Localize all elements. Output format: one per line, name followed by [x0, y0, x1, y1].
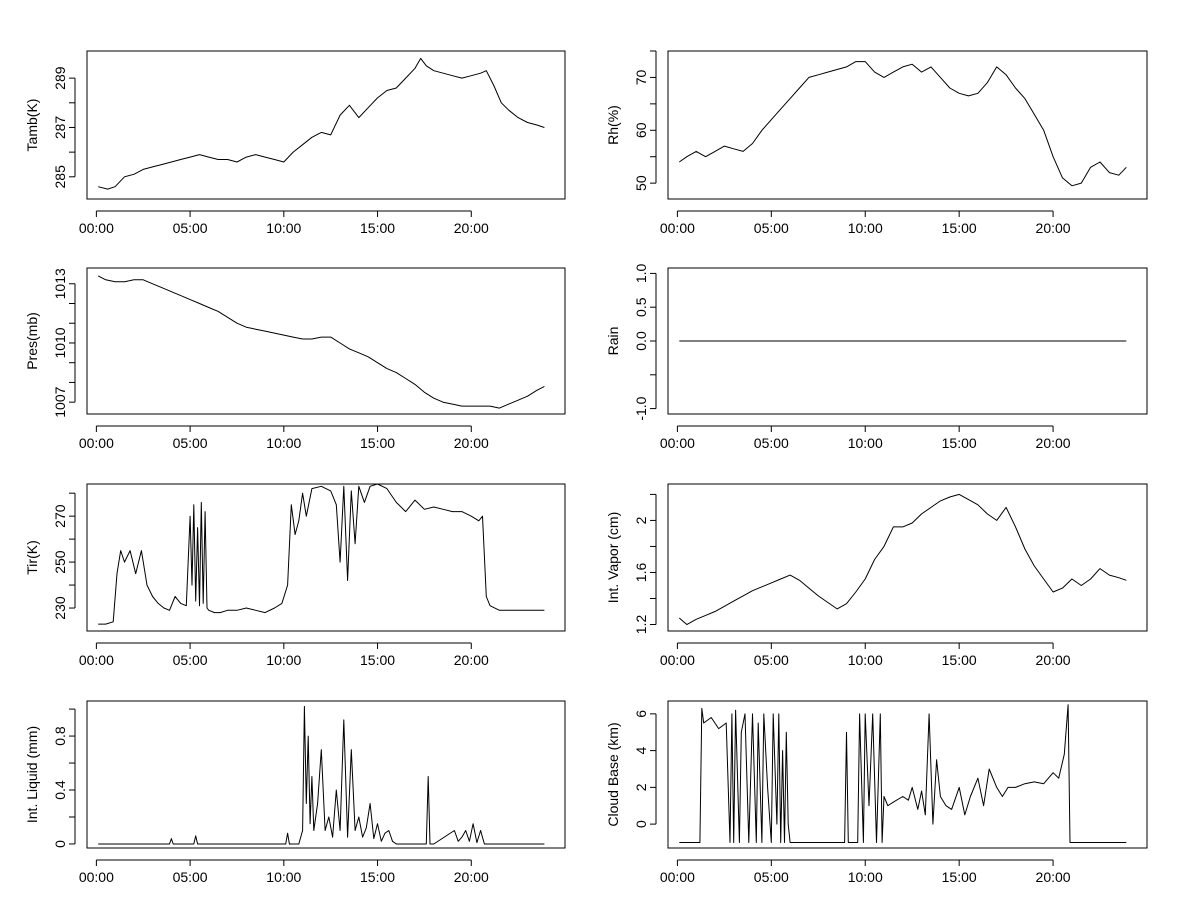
y-tick-label-cloudbase-2: 4 [633, 747, 649, 755]
y-tick-label-tamb-2: 289 [52, 66, 68, 90]
x-tick-label-pres-4: 20:00 [454, 435, 489, 451]
y-tick-label-rain-4: 1.0 [633, 263, 649, 283]
x-tick-label-vapor-4: 20:00 [1036, 652, 1071, 668]
x-tick-label-rain-0: 00:00 [660, 435, 695, 451]
x-tick-label-cloudbase-4: 20:00 [1036, 869, 1071, 885]
plot-frame-rain [667, 267, 1148, 415]
y-axis-label-tir: Tir(K) [24, 540, 40, 574]
series-line-rh [679, 61, 1127, 187]
y-tick-label-tamb-1: 287 [52, 116, 68, 140]
x-tick-label-liquid-3: 15:00 [360, 869, 395, 885]
y-tick-label-vapor-0: 1.2 [633, 615, 649, 635]
x-tick-label-pres-2: 10:00 [266, 435, 301, 451]
x-tick-label-pres-0: 00:00 [79, 435, 114, 451]
x-tick-label-rh-0: 00:00 [660, 220, 695, 236]
y-axis-label-vapor: Int. Vapor (cm) [605, 512, 621, 604]
panel-vapor: 00:00 05:00 10:00 15:00 20:00 1.2 1.6 2 Int. Vap… [605, 483, 1148, 668]
panel-tamb: 00:00 05:00 10:00 15:00 20:00 285 287 289 Tamb(K… [24, 50, 566, 236]
y-tick-label-liquid-1: 0.4 [52, 780, 68, 800]
x-tick-label-rh-2: 10:00 [848, 220, 883, 236]
y-tick-label-cloudbase-3: 6 [633, 710, 649, 718]
plot-frame-pres [86, 267, 566, 415]
x-tick-label-liquid-2: 10:00 [266, 869, 301, 885]
plot-frame-vapor [667, 483, 1148, 632]
x-tick-label-tir-3: 15:00 [360, 652, 395, 668]
x-tick-label-cloudbase-1: 05:00 [754, 869, 789, 885]
series-line-pres [97, 275, 545, 409]
x-tick-label-liquid-1: 05:00 [173, 869, 208, 885]
y-axis-label-liquid: Int. Liquid (mm) [24, 726, 40, 823]
x-tick-label-rain-2: 10:00 [848, 435, 883, 451]
x-tick-label-tamb-1: 05:00 [173, 220, 208, 236]
series-line-tir [98, 483, 545, 625]
panel-rh: 00:00 05:00 10:00 15:00 20:00 50 60 70 Rh(%) [605, 50, 1148, 236]
x-tick-label-vapor-2: 10:00 [848, 652, 883, 668]
plot-frame-rh [667, 50, 1148, 200]
series-line-tamb [98, 57, 545, 190]
series-line-cloudbase [679, 704, 1127, 843]
x-tick-label-tir-4: 20:00 [454, 652, 489, 668]
y-tick-label-vapor-1: 1.6 [633, 563, 649, 583]
panel-pres: 00:00 05:00 10:00 15:00 20:00 1007 1010 1013 Pre… [24, 267, 566, 451]
x-tick-label-rh-3: 15:00 [942, 220, 977, 236]
x-tick-label-vapor-3: 15:00 [942, 652, 977, 668]
y-tick-label-cloudbase-1: 2 [633, 783, 649, 791]
x-tick-label-cloudbase-2: 10:00 [848, 869, 883, 885]
x-tick-label-pres-3: 15:00 [360, 435, 395, 451]
series-line-liquid [98, 705, 545, 845]
x-tick-label-tir-1: 05:00 [173, 652, 208, 668]
x-tick-label-cloudbase-0: 00:00 [660, 869, 695, 885]
panel-rain: 00:00 05:00 10:00 15:00 20:00 -1.0 0.0 0.5 1.0 Ra… [605, 263, 1148, 451]
x-tick-label-rain-3: 15:00 [942, 435, 977, 451]
x-tick-label-tamb-4: 20:00 [454, 220, 489, 236]
plot-frame-cloudbase [667, 700, 1148, 849]
y-tick-label-liquid-2: 0.8 [52, 726, 68, 746]
y-axis-label-rh: Rh(%) [605, 105, 621, 145]
x-tick-label-rain-1: 05:00 [754, 435, 789, 451]
x-tick-label-tamb-0: 00:00 [79, 220, 114, 236]
panel-liquid: 00:00 05:00 10:00 15:00 20:00 0 0.4 0.8 Int. Liq… [24, 700, 566, 885]
y-axis-label-rain: Rain [605, 327, 621, 356]
y-tick-label-tir-2: 270 [52, 504, 68, 528]
y-tick-label-rh-2: 70 [633, 69, 649, 85]
x-tick-label-tir-0: 00:00 [79, 652, 114, 668]
y-axis-label-cloudbase: Cloud Base (km) [605, 722, 621, 826]
y-tick-label-pres-2: 1013 [52, 268, 68, 299]
x-tick-label-rh-1: 05:00 [754, 220, 789, 236]
x-tick-label-tamb-2: 10:00 [266, 220, 301, 236]
y-tick-label-liquid-0: 0 [52, 840, 68, 848]
x-tick-label-pres-1: 05:00 [173, 435, 208, 451]
y-axis-label-pres: Pres(mb) [24, 312, 40, 370]
x-tick-label-vapor-0: 00:00 [660, 652, 695, 668]
y-tick-label-cloudbase-0: 0 [633, 820, 649, 828]
series-line-vapor [678, 493, 1127, 625]
x-tick-label-tamb-3: 15:00 [360, 220, 395, 236]
y-tick-label-vapor-2: 2 [633, 516, 649, 524]
y-axis-label-tamb: Tamb(K) [24, 99, 40, 152]
y-tick-label-rain-3: 0.5 [633, 297, 649, 317]
x-tick-label-tir-2: 10:00 [266, 652, 301, 668]
plot-frame-tir [86, 483, 566, 632]
y-tick-label-tir-1: 250 [52, 550, 68, 574]
y-tick-label-pres-0: 1007 [52, 386, 68, 417]
y-tick-label-rain-2: 0.0 [633, 331, 649, 351]
panel-cloudbase: 00:00 05:00 10:00 15:00 20:00 0 2 4 6 Cloud Base … [605, 700, 1148, 885]
plot-frame-tamb [86, 50, 566, 200]
y-tick-label-tamb-0: 285 [52, 165, 68, 189]
panel-tir: 00:00 05:00 10:00 15:00 20:00 230 250 270 Tir(K) [24, 483, 566, 668]
y-tick-label-rh-0: 50 [633, 175, 649, 191]
plot-frame-liquid [86, 700, 566, 849]
y-tick-label-rh-1: 60 [633, 122, 649, 138]
y-tick-label-rain-0: -1.0 [633, 396, 649, 420]
x-tick-label-rh-4: 20:00 [1036, 220, 1071, 236]
x-tick-label-rain-4: 20:00 [1036, 435, 1071, 451]
x-tick-label-cloudbase-3: 15:00 [942, 869, 977, 885]
x-tick-label-liquid-0: 00:00 [79, 869, 114, 885]
y-tick-label-pres-1: 1010 [52, 327, 68, 358]
y-tick-label-tir-0: 230 [52, 596, 68, 620]
x-tick-label-liquid-4: 20:00 [454, 869, 489, 885]
x-tick-label-vapor-1: 05:00 [754, 652, 789, 668]
